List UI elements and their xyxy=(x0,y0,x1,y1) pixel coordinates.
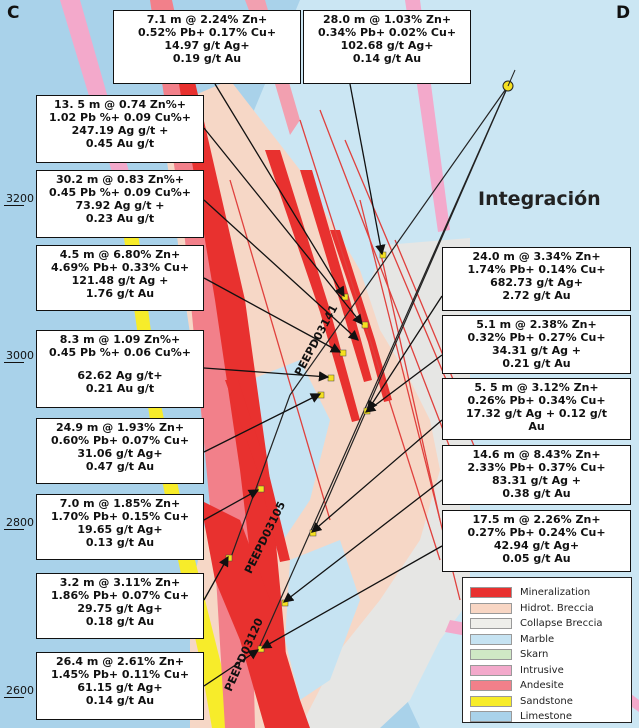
legend-label: Limestone xyxy=(520,711,572,723)
intercept-box: 8.3 m @ 1.09 Zn%+ 0.45 Pb %+ 0.06 Cu%+ 62.… xyxy=(36,330,204,408)
legend-item: Limestone xyxy=(470,709,625,725)
elevation-label: 3000 xyxy=(6,349,34,362)
elevation-label: 2600 xyxy=(6,684,34,697)
legend-swatch xyxy=(470,695,512,707)
elevation-tick xyxy=(4,362,24,363)
intercept-box: 4.5 m @ 6.80% Zn+ 4.69% Pb+ 0.33% Cu+ 121.… xyxy=(36,245,204,311)
intercept-box: 5. 5 m @ 3.12% Zn+ 0.26% Pb+ 0.34% Cu+ 17.… xyxy=(442,378,631,440)
intercept-box: 28.0 m @ 1.03% Zn+ 0.34% Pb+ 0.02% Cu+ 102… xyxy=(303,10,471,84)
elevation-tick xyxy=(4,529,24,530)
legend-label: Hidrot. Breccia xyxy=(520,602,594,614)
legend-label: Sandstone xyxy=(520,695,573,707)
legend-item: Sandstone xyxy=(470,694,625,710)
legend-swatch xyxy=(470,680,512,692)
legend-label: Mineralization xyxy=(520,587,591,599)
legend-swatch xyxy=(470,587,512,599)
section-start-label: C xyxy=(7,3,20,23)
legend-label: Marble xyxy=(520,633,555,645)
intercept-box: 24.9 m @ 1.93% Zn+ 0.60% Pb+ 0.07% Cu+ 31.… xyxy=(36,418,204,484)
legend-item: Andesite xyxy=(470,678,625,694)
legend-item: Skarn xyxy=(470,647,625,663)
intercept-box: 13. 5 m @ 0.74 Zn%+ 1.02 Pb %+ 0.09 Cu%+ 2… xyxy=(36,95,204,163)
legend-item: Mineralization xyxy=(470,585,625,601)
legend-label: Skarn xyxy=(520,649,549,661)
leader-lines xyxy=(203,83,443,687)
zone-title: Integración xyxy=(478,188,601,210)
intercept-box: 7.0 m @ 1.85% Zn+ 1.70% Pb+ 0.15% Cu+ 19.6… xyxy=(36,494,204,560)
elevation-label: 3200 xyxy=(6,192,34,205)
legend-item: Marble xyxy=(470,632,625,648)
legend-swatch xyxy=(470,618,512,630)
legend-item: Hidrot. Breccia xyxy=(470,601,625,617)
legend: Mineralization Hidrot. Breccia Collapse … xyxy=(462,577,632,723)
intercept-box: 14.6 m @ 8.43% Zn+ 2.33% Pb+ 0.37% Cu+ 83.… xyxy=(442,445,631,505)
section-end-label: D xyxy=(616,3,631,23)
legend-label: Andesite xyxy=(520,680,564,692)
legend-item: Collapse Breccia xyxy=(470,616,625,632)
drill-traces xyxy=(229,85,509,651)
legend-swatch xyxy=(470,633,512,645)
intercept-box: 5.1 m @ 2.38% Zn+ 0.32% Pb+ 0.27% Cu+ 34.3… xyxy=(442,315,631,374)
intercept-box: 24.0 m @ 3.34% Zn+ 1.74% Pb+ 0.14% Cu+ 682… xyxy=(442,247,631,311)
legend-item: Intrusive xyxy=(470,663,625,679)
legend-swatch xyxy=(470,664,512,676)
intercept-box: 3.2 m @ 3.11% Zn+ 1.86% Pb+ 0.07% Cu+ 29.7… xyxy=(36,573,204,639)
intercept-box: 30.2 m @ 0.83 Zn%+ 0.45 Pb %+ 0.09 Cu%+ 73… xyxy=(36,170,204,238)
intercept-box: 17.5 m @ 2.26% Zn+ 0.27% Pb+ 0.24% Cu+ 42.… xyxy=(442,510,631,572)
legend-swatch xyxy=(470,602,512,614)
legend-label: Collapse Breccia xyxy=(520,618,603,630)
elevation-tick xyxy=(4,697,24,698)
marble-patch xyxy=(285,540,360,700)
legend-swatch xyxy=(470,649,512,661)
intercept-box: 26.4 m @ 2.61% Zn+ 1.45% Pb+ 0.11% Cu+ 61.… xyxy=(36,652,204,720)
intercept-box: 7.1 m @ 2.24% Zn+ 0.52% Pb+ 0.17% Cu+ 14.9… xyxy=(113,10,301,84)
legend-label: Intrusive xyxy=(520,664,564,676)
elevation-tick xyxy=(4,205,24,206)
collar-marker xyxy=(507,69,516,87)
legend-swatch xyxy=(470,711,512,723)
elevation-label: 2800 xyxy=(6,516,34,529)
